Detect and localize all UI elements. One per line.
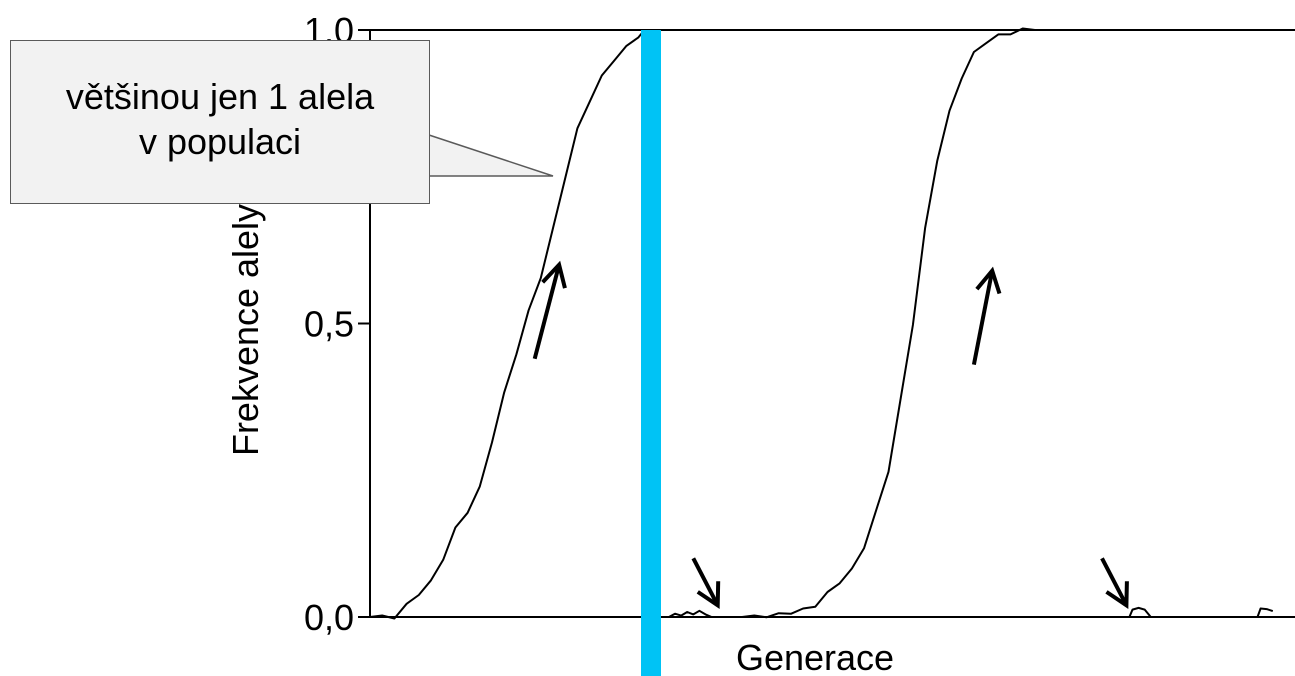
series-line-3 — [741, 27, 1036, 619]
x-axis-title: Generace — [736, 637, 894, 676]
arrow-annotation — [971, 266, 1002, 365]
arrow-head — [696, 581, 721, 609]
callout-text: většinou jen 1 alela v populaci — [66, 74, 374, 170]
y-ticks: 1,00,50,0 — [304, 10, 370, 638]
arrow-shaft — [532, 264, 562, 360]
series-line-4 — [1128, 606, 1152, 618]
arrow-head — [1105, 581, 1129, 609]
arrow-layer — [532, 260, 1129, 609]
arrow-shaft — [971, 270, 995, 365]
callout-box: většinou jen 1 alela v populaci — [10, 40, 430, 204]
series-layer — [369, 27, 1274, 620]
divider-bar — [641, 30, 661, 676]
arrow-annotation — [691, 557, 721, 609]
arrow-annotation — [1100, 557, 1129, 609]
series-line-5 — [1256, 607, 1274, 618]
y-tick-label: 0,5 — [304, 304, 354, 345]
arrow-shaft — [1100, 557, 1129, 607]
arrow-shaft — [691, 557, 720, 607]
callout-pointer — [428, 133, 554, 177]
axes — [369, 29, 1295, 618]
arrow-head — [541, 260, 567, 289]
callout-line-1: většinou jen 1 alela — [65, 76, 375, 117]
arrow-annotation — [532, 260, 567, 360]
arrow-head — [975, 266, 1002, 295]
y-tick-label: 0,0 — [304, 597, 354, 638]
series-line-2 — [668, 609, 712, 618]
callout-line-2: v populaci — [138, 121, 302, 162]
y-axis-title: Frekvence alely — [225, 204, 266, 456]
series-line-1 — [369, 29, 646, 620]
